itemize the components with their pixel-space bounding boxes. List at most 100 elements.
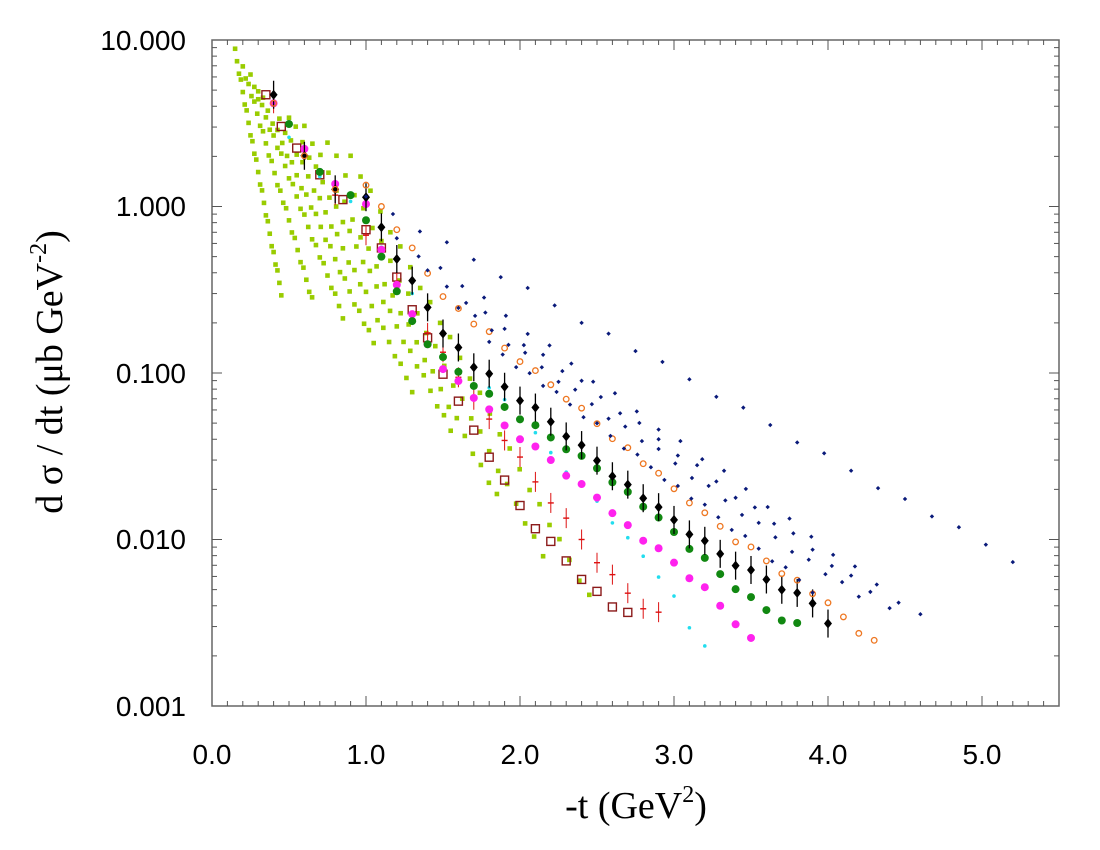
data-point	[593, 420, 601, 428]
data-point	[374, 264, 379, 269]
data-point	[752, 505, 758, 510]
data-point	[639, 460, 647, 468]
data-point	[325, 140, 330, 145]
data-point	[425, 268, 430, 273]
data-point	[387, 308, 393, 314]
data-point	[531, 534, 537, 539]
data-point	[485, 405, 494, 414]
data-point	[382, 281, 387, 287]
data-point	[516, 358, 524, 366]
data-point	[561, 556, 571, 566]
data-point	[547, 343, 552, 348]
data-point	[305, 174, 311, 179]
data-point	[540, 553, 546, 559]
data-point	[271, 249, 276, 255]
data-point	[394, 236, 399, 241]
data-point	[255, 89, 261, 94]
data-point	[393, 226, 401, 234]
data-point	[810, 590, 815, 595]
data-point	[263, 213, 269, 218]
data-point	[641, 554, 645, 559]
data-point	[337, 269, 343, 275]
data-point	[506, 342, 511, 348]
data-point	[272, 170, 277, 176]
data-point	[267, 231, 273, 237]
x-axis-title: -t (GeV2)	[565, 782, 707, 827]
data-point	[252, 151, 257, 157]
data-point	[468, 416, 474, 421]
data-point	[481, 295, 487, 300]
data-point	[743, 486, 749, 492]
data-point	[240, 89, 246, 95]
data-point	[453, 396, 464, 406]
data-point	[417, 285, 423, 291]
data-point	[295, 247, 300, 253]
data-point	[243, 76, 248, 81]
data-point	[358, 174, 363, 179]
data-point	[503, 313, 509, 318]
data-point	[471, 257, 476, 262]
data-point	[670, 514, 678, 525]
data-point	[255, 169, 261, 175]
data-point	[569, 361, 574, 366]
y-tick-label: 0.001	[116, 691, 186, 722]
data-point	[311, 188, 317, 193]
data-point	[581, 415, 586, 420]
data-point	[460, 283, 465, 289]
data-point	[408, 310, 417, 319]
data-point	[830, 552, 836, 558]
data-point	[309, 295, 315, 300]
data-point	[250, 138, 255, 144]
data-point	[275, 268, 280, 273]
data-point	[447, 334, 453, 340]
data-point	[286, 115, 292, 121]
data-point	[654, 544, 663, 553]
data-point	[579, 378, 584, 383]
data-point	[522, 350, 528, 355]
data-point	[279, 140, 285, 146]
data-point	[238, 77, 244, 82]
data-point	[621, 446, 627, 451]
data-point	[362, 181, 370, 189]
data-point	[918, 612, 923, 617]
data-point	[253, 157, 259, 162]
data-point	[654, 502, 663, 513]
data-point	[266, 153, 272, 158]
data-point	[487, 339, 492, 345]
data-point	[260, 95, 266, 100]
data-point	[486, 480, 492, 486]
data-point	[623, 607, 633, 618]
data-point	[516, 395, 524, 406]
data-point	[531, 421, 540, 430]
minor-ticks	[212, 40, 1059, 706]
data-point	[567, 402, 573, 407]
data-point	[421, 372, 427, 378]
data-point	[783, 565, 788, 570]
data-point	[333, 204, 339, 209]
data-point	[265, 108, 271, 113]
data-point	[279, 293, 284, 298]
data-point	[733, 495, 738, 500]
data-point	[527, 487, 532, 493]
data-point	[427, 299, 433, 305]
data-point	[470, 320, 478, 328]
data-point	[386, 339, 392, 345]
data-point	[305, 224, 311, 230]
data-point	[321, 260, 326, 266]
data-point	[546, 416, 555, 427]
data-point	[537, 501, 542, 507]
data-point	[522, 521, 528, 526]
data-point	[300, 139, 305, 145]
data-point	[331, 185, 339, 193]
data-point	[406, 291, 411, 296]
data-point	[721, 468, 727, 473]
data-point	[234, 58, 240, 64]
data-point	[660, 359, 665, 365]
data-point	[809, 534, 814, 539]
data-point	[306, 289, 312, 295]
data-point	[489, 328, 494, 333]
data-point	[567, 557, 572, 563]
data-point	[277, 116, 282, 121]
data-point	[438, 386, 444, 392]
